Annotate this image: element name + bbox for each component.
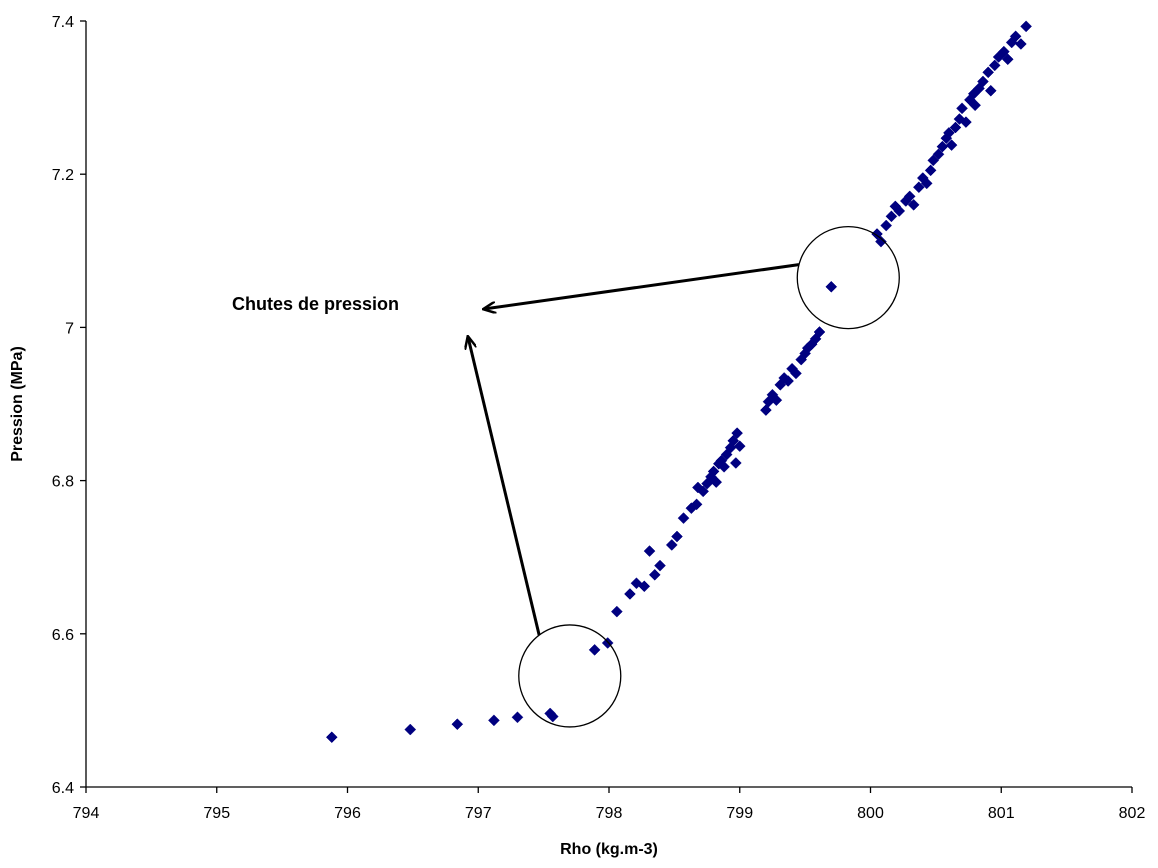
- data-point: [982, 66, 995, 79]
- x-tick-label: 795: [203, 805, 230, 822]
- data-point: [729, 457, 742, 469]
- data-point: [451, 718, 464, 731]
- data-point: [988, 59, 1001, 72]
- data-point: [1001, 53, 1014, 66]
- x-tick-labels: 794 795 796 797 798 799 800 801 802: [73, 805, 1146, 822]
- y-axis-title: Pression (MPa): [9, 346, 26, 462]
- data-point: [875, 235, 887, 248]
- data-point: [643, 545, 656, 557]
- data-point: [1009, 30, 1022, 43]
- data-point: [770, 394, 783, 407]
- data-point: [927, 154, 940, 167]
- data-point: [913, 181, 925, 194]
- x-tick-label: 802: [1119, 805, 1146, 822]
- data-point: [782, 375, 794, 387]
- y-tick-label: 6.4: [52, 780, 74, 797]
- data-point: [885, 210, 898, 223]
- data-point: [707, 465, 720, 478]
- data-point: [624, 588, 636, 600]
- data-point: [610, 605, 623, 618]
- annotation-arrow: [468, 337, 541, 636]
- data-point: [546, 710, 559, 723]
- data-point: [690, 498, 703, 511]
- data-point: [677, 512, 690, 524]
- x-tick-label: 800: [857, 805, 884, 822]
- data-point: [638, 580, 651, 593]
- data-point: [665, 539, 678, 551]
- data-point: [903, 190, 916, 203]
- data-point: [710, 476, 723, 488]
- data-point: [984, 84, 997, 97]
- data-point: [998, 45, 1010, 58]
- annotation-layer: Chutes de pression: [232, 225, 900, 728]
- data-points: [325, 20, 1032, 744]
- y-tick-label: 7.4: [52, 14, 74, 31]
- x-tick-label: 794: [73, 805, 100, 822]
- data-point: [325, 731, 338, 744]
- data-point: [949, 121, 962, 134]
- data-point: [977, 75, 989, 88]
- data-point: [697, 485, 709, 498]
- data-point: [404, 723, 417, 736]
- x-tick-label: 797: [465, 805, 492, 822]
- data-point: [790, 367, 802, 380]
- x-tick-label: 798: [596, 805, 623, 822]
- data-point: [960, 116, 972, 128]
- data-point: [588, 644, 601, 656]
- data-point: [671, 530, 683, 543]
- data-point: [924, 164, 937, 177]
- data-point: [731, 427, 743, 439]
- data-point: [956, 102, 968, 115]
- data-point: [880, 219, 893, 232]
- data-point: [932, 148, 945, 161]
- y-tick-labels: 6.4 6.6 6.8 7 7.2 7.4: [52, 14, 74, 797]
- x-tick-label: 801: [988, 805, 1015, 822]
- data-point: [920, 177, 933, 190]
- x-axis-title: Rho (kg.m-3): [560, 841, 658, 858]
- annotation-label: Chutes de pression: [232, 294, 399, 314]
- annotation-arrow: [484, 263, 800, 309]
- data-point: [907, 198, 920, 211]
- data-point: [733, 440, 746, 452]
- highlight-circle: [796, 225, 900, 330]
- data-point: [488, 714, 500, 727]
- data-point: [648, 568, 661, 581]
- data-point: [945, 139, 958, 151]
- data-point: [825, 280, 838, 293]
- data-point: [969, 99, 981, 112]
- y-tick-label: 6.6: [52, 627, 74, 644]
- data-point: [1020, 20, 1032, 33]
- data-point: [1015, 38, 1027, 50]
- x-tick-label: 796: [334, 805, 361, 822]
- data-point: [718, 460, 730, 473]
- data-point: [943, 126, 955, 139]
- data-point: [893, 205, 906, 217]
- x-tick-label: 799: [726, 805, 753, 822]
- y-tick-label: 7.2: [52, 167, 74, 184]
- data-point: [511, 711, 524, 724]
- data-point: [727, 434, 740, 447]
- data-point: [813, 326, 826, 338]
- axes: [80, 20, 1133, 793]
- y-tick-label: 6.8: [52, 474, 74, 491]
- data-point: [654, 559, 666, 572]
- highlight-circle: [518, 624, 622, 728]
- y-tick-label: 7: [65, 320, 74, 337]
